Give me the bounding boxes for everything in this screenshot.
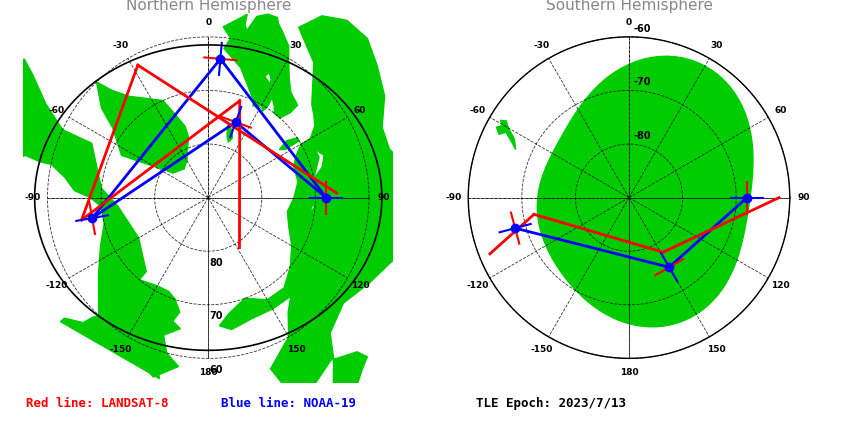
Text: -30: -30: [533, 41, 549, 51]
Text: -120: -120: [45, 281, 68, 290]
Text: 180: 180: [620, 368, 638, 377]
Text: 0: 0: [626, 18, 632, 27]
Text: 90: 90: [377, 193, 390, 202]
Polygon shape: [496, 125, 506, 134]
Text: Red line: LANDSAT-8: Red line: LANDSAT-8: [26, 397, 168, 410]
Text: -60: -60: [469, 105, 485, 114]
Text: -120: -120: [466, 281, 489, 290]
Text: -80: -80: [634, 131, 651, 141]
Text: -60: -60: [48, 105, 65, 114]
Polygon shape: [468, 37, 790, 358]
Text: 150: 150: [286, 345, 305, 354]
Polygon shape: [280, 138, 299, 150]
Polygon shape: [60, 292, 175, 379]
Text: Blue line: NOAA-19: Blue line: NOAA-19: [221, 397, 356, 410]
Text: 180: 180: [199, 368, 218, 377]
Polygon shape: [270, 16, 422, 397]
Polygon shape: [0, 59, 180, 377]
Polygon shape: [537, 56, 753, 327]
Text: 30: 30: [711, 41, 722, 51]
Text: 120: 120: [351, 281, 369, 290]
Polygon shape: [227, 125, 232, 142]
Text: -150: -150: [110, 345, 132, 354]
Text: -90: -90: [25, 193, 41, 202]
Title: Southern Hemisphere: Southern Hemisphere: [546, 0, 712, 13]
Text: 80: 80: [209, 258, 223, 268]
Text: 150: 150: [707, 345, 726, 354]
Text: 70: 70: [210, 311, 223, 321]
Text: 30: 30: [290, 41, 302, 51]
Text: 90: 90: [798, 193, 811, 202]
Text: 60: 60: [774, 105, 787, 114]
Text: -90: -90: [445, 193, 462, 202]
Text: 0: 0: [205, 18, 212, 27]
Text: 120: 120: [772, 281, 790, 290]
Polygon shape: [97, 82, 189, 173]
Text: 60: 60: [210, 365, 223, 375]
Text: TLE Epoch: 2023/7/13: TLE Epoch: 2023/7/13: [476, 397, 626, 410]
Polygon shape: [35, 45, 382, 350]
Polygon shape: [219, 139, 319, 329]
Text: -70: -70: [634, 77, 651, 87]
Text: -30: -30: [112, 41, 128, 51]
Text: -60: -60: [634, 24, 651, 34]
Polygon shape: [224, 14, 298, 118]
Text: -150: -150: [530, 345, 552, 354]
Title: Northern Hemisphere: Northern Hemisphere: [126, 0, 291, 13]
Text: 60: 60: [354, 105, 366, 114]
Polygon shape: [501, 120, 516, 150]
